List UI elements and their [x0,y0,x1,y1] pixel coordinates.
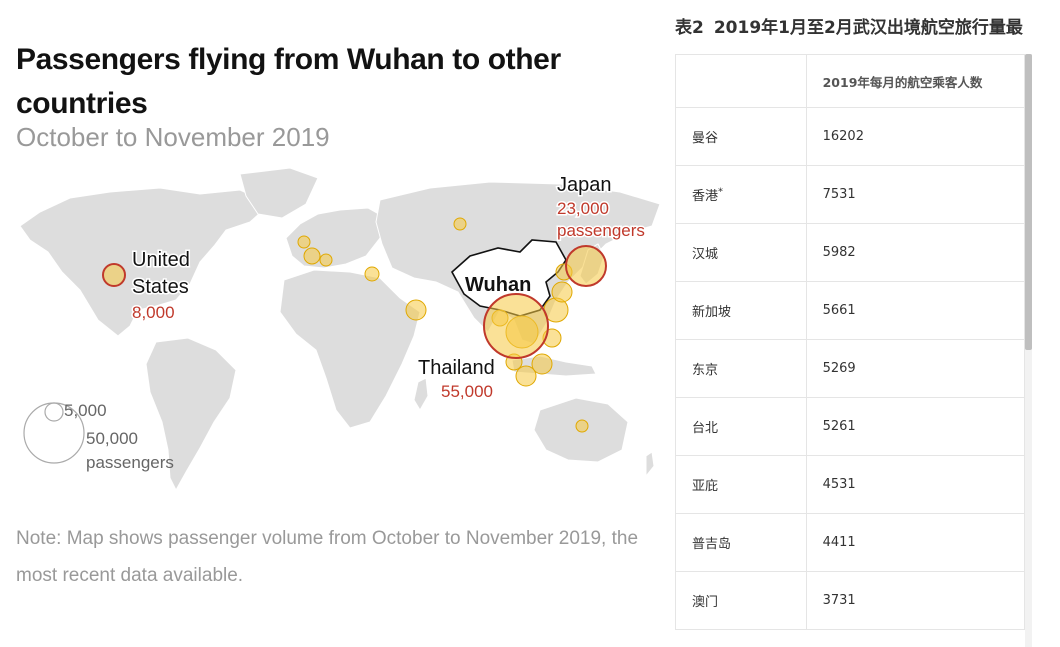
city-name: 普吉岛 [692,537,732,552]
city-name: 东京 [692,363,719,378]
bubble [297,235,311,249]
table-row: 曼谷 16202 [675,107,1026,166]
callout-us-value: 8,000 [132,303,175,322]
table-header-row: 2019年每月的航空乘客人数 [675,54,1026,108]
bubble-united-states [102,263,126,287]
north-america-land [19,187,271,337]
bubble-japan [565,245,607,287]
page-subtitle: October to November 2019 [16,122,330,152]
city-name: 汉城 [692,247,719,262]
legend-large-label: 50,000 [86,429,138,448]
table-cell-city: 新加坡 [675,281,807,340]
legend-small-label: 5,000 [64,401,107,420]
page-title: Passengers flying from Wuhan to other co… [16,43,561,120]
legend-circle-small [44,402,64,422]
table-cell-passengers: 5261 [805,397,1026,456]
table-cell-passengers: 5661 [805,281,1026,340]
city-name: 新加坡 [692,305,732,320]
bubble [319,253,333,267]
table-row: 亚庇 4531 [675,455,1026,514]
table-row: 澳门 3731 [675,571,1026,630]
map-note: Note: Map shows passenger volume from Oc… [16,528,639,586]
size-legend: 5,000 50,000 passengers [23,401,174,472]
table-cell-passengers: 3731 [805,571,1026,630]
table-caption-text: 2019年1月至2月武汉出境航空旅行量最 [713,18,1023,38]
table-caption: 表2 2019年1月至2月武汉出境航空旅行量最 [675,13,1023,38]
madagascar-land [413,377,429,411]
table-cell-city: 亚庇 [675,455,807,514]
table-cell-passengers: 5269 [805,339,1026,398]
table-cell-passengers: 5982 [805,223,1026,282]
world-map: Wuhan United States 8,000 Japan 23,000 p… [19,167,661,492]
table-cell-city: 普吉岛 [675,513,807,572]
callout-us-line1: United [132,249,190,271]
city-name: 香港 [692,189,719,204]
callout-thailand-place: Thailand [418,357,495,379]
south-america-land [145,337,237,492]
table-header-city [675,54,807,108]
legend-unit-label: passengers [86,453,174,472]
passenger-table-panel: 表2 2019年1月至2月武汉出境航空旅行量最 2019年每月的航空乘客人数 曼谷… [665,0,1060,647]
bubble [405,299,427,321]
city-name: 澳门 [692,595,719,610]
table-cell-city: 汉城 [675,223,807,282]
city-name: 亚庇 [692,479,719,494]
table-caption-number: 表2 [675,18,704,38]
table-scrollbar[interactable] [1025,54,1032,647]
table-row: 汉城 5982 [675,223,1026,282]
bubble [575,419,589,433]
bubble [515,365,537,387]
origin-label: Wuhan [465,274,531,296]
africa-land [279,269,421,429]
table-row: 香港* 7531 [675,165,1026,224]
table-cell-passengers: 4531 [805,455,1026,514]
callout-japan-value: 23,000 [557,199,609,218]
callout-us-line2: States [132,276,189,298]
callout-japan-place: Japan [557,174,612,196]
table-cell-city: 台北 [675,397,807,456]
table-row: 普吉岛 4411 [675,513,1026,572]
table-cell-passengers: 16202 [805,107,1026,166]
bubble [531,353,553,375]
table-cell-city: 东京 [675,339,807,398]
bubble [551,281,573,303]
new-zealand-land [645,451,655,478]
table-cell-city: 澳门 [675,571,807,630]
table-scrollbar-thumb[interactable] [1025,54,1032,350]
bubble [303,247,321,265]
table-cell-city: 香港* [675,165,807,224]
table-row: 台北 5261 [675,397,1026,456]
table-row: 新加坡 5661 [675,281,1026,340]
table-cell-passengers: 7531 [805,165,1026,224]
callout-japan-unit: passengers [557,221,645,240]
greenland-land [239,167,319,219]
map-graphic: Passengers flying from Wuhan to other co… [16,43,661,586]
bubble-thailand [483,293,549,359]
footnote-mark: * [718,186,724,198]
bubble [453,217,467,231]
bubble [364,266,380,282]
table-row: 东京 5269 [675,339,1026,398]
city-name: 台北 [692,421,719,436]
table-body: 曼谷 16202 香港* 7531 汉城 5982 新加坡 5661 东京 5269 台北 5261 亚… [675,107,1026,630]
city-name: 曼谷 [692,131,719,146]
table-header-passengers: 2019年每月的航空乘客人数 [805,54,1026,108]
table-cell-passengers: 4411 [805,513,1026,572]
callout-thailand-value: 55,000 [441,382,493,401]
table-cell-city: 曼谷 [675,107,807,166]
passenger-table: 2019年每月的航空乘客人数 曼谷 16202 香港* 7531 汉城 5982 新加坡 56… [675,54,1026,630]
